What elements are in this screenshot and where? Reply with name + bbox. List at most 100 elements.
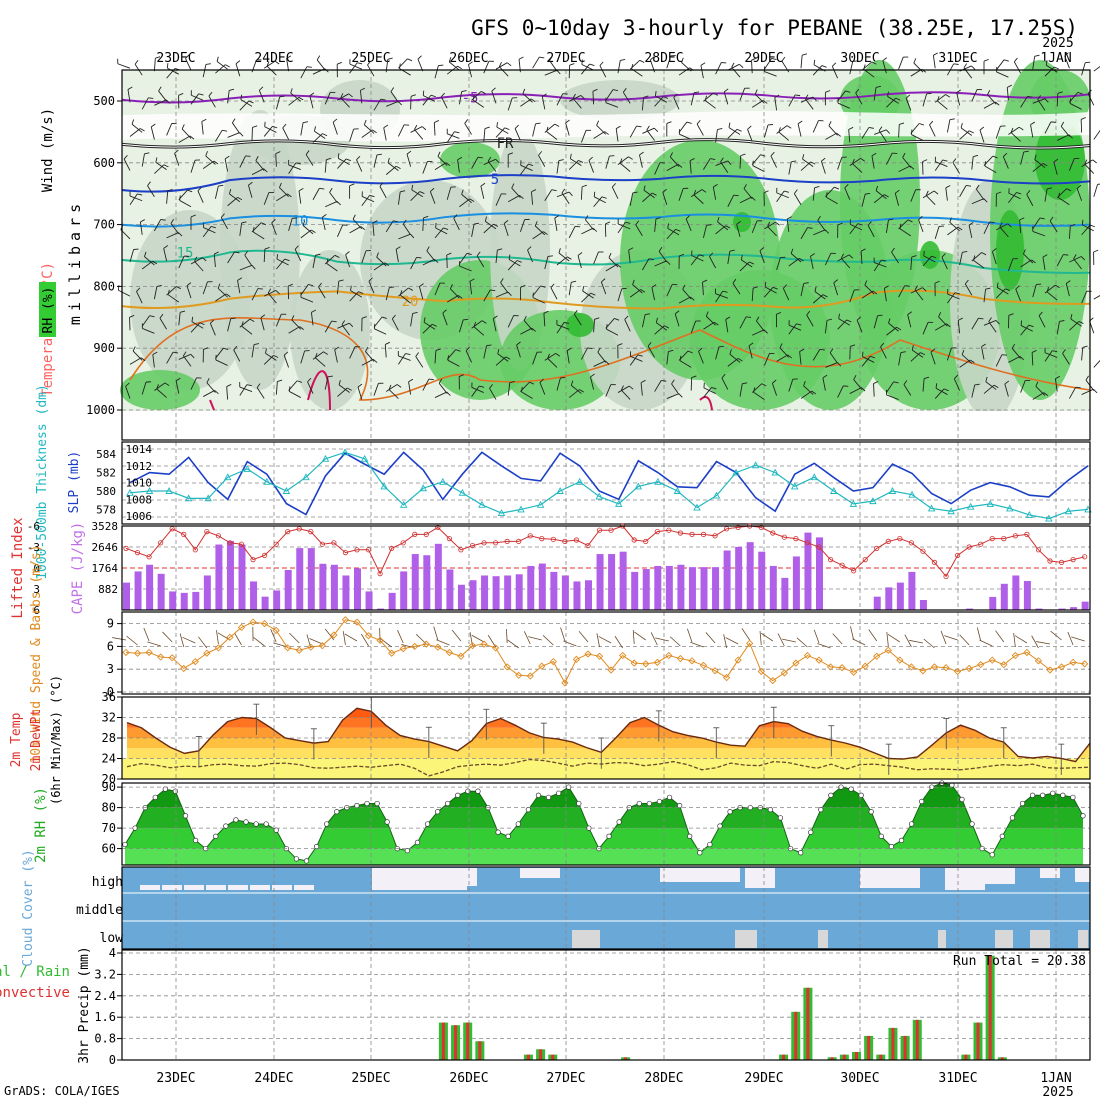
wind-barb-flag [1042, 254, 1048, 258]
wind-barb [996, 71, 1009, 78]
wind-barb [776, 190, 785, 202]
thickness-tick: 580 [96, 485, 116, 498]
wind-barb [437, 156, 448, 166]
wind-barb-flag [319, 187, 325, 190]
rh-legend-swatch [39, 282, 56, 337]
wind-barb-10m [451, 629, 462, 642]
wind-barb-10m [832, 633, 843, 645]
wind-barb [251, 288, 259, 301]
wind-barb [150, 126, 155, 140]
wind-barb [446, 131, 455, 143]
wind-barb-flag [266, 61, 270, 67]
precip-legend-conv: Convective [0, 985, 70, 1001]
wind-barb [856, 320, 863, 333]
wind-barb-flag [380, 98, 386, 101]
wind-barb [621, 389, 631, 400]
wind-barb-flag [178, 232, 183, 237]
wind-barb [678, 121, 688, 133]
wind-barb-flag [163, 245, 169, 249]
wind-barb-10m [528, 636, 542, 641]
wind-barb-flag [181, 124, 185, 130]
wind-barb [935, 387, 948, 395]
wind-barb-flag [900, 351, 906, 354]
rh-point [687, 833, 693, 839]
wind-barb-flag [443, 227, 449, 230]
temp-ylabel-temp: 2m Temp [9, 712, 24, 767]
wind-barb-flag [1031, 349, 1037, 353]
cape-bar [561, 575, 569, 610]
wind-barb [326, 263, 338, 272]
wind-barb-flag [606, 324, 608, 330]
wind-barb [263, 355, 274, 365]
wind-barb-flag [160, 219, 166, 221]
wind-barb-10m [253, 637, 265, 647]
wind-barb-flag [981, 343, 986, 348]
li-point [839, 562, 845, 568]
wind-barb [600, 281, 607, 295]
wind-barb-flag [882, 57, 888, 62]
wind-barb [215, 359, 228, 366]
cape-bar [492, 576, 500, 610]
wind-barb [241, 325, 253, 335]
cape-bar [677, 564, 685, 610]
wind-barb [934, 226, 940, 240]
wind-barb [581, 227, 594, 235]
wind-barb-flag [340, 93, 344, 99]
wind-barb-flag [871, 61, 877, 65]
wind-barb-flag [214, 390, 219, 395]
top-date-label: 1JAN [1040, 51, 1071, 66]
rh-point [414, 839, 421, 846]
wind-barb-flag [565, 119, 570, 124]
wind-barb-flag [295, 162, 301, 165]
wind-barb-flag [539, 56, 545, 59]
wind-barb-flag [1031, 259, 1036, 264]
wind-barb-flag [302, 220, 306, 226]
li-point [735, 524, 741, 531]
wind-barb-flag [237, 277, 243, 281]
wind-barb-flag [696, 119, 701, 125]
wind-barb-flag [860, 248, 866, 252]
wind-barb-10m [506, 628, 508, 644]
wind-barb-flag [804, 94, 809, 100]
li-point [250, 556, 256, 563]
precip-conv-bar [903, 1035, 907, 1060]
li-point [908, 540, 915, 546]
wind-barb [988, 321, 997, 333]
wind-barb [1082, 224, 1095, 232]
thickness-point [458, 488, 467, 496]
wind-barb-flag [410, 94, 416, 97]
isotherm-label: -5 [462, 90, 479, 106]
wind-barb [770, 155, 778, 168]
li-tick: -6 [27, 520, 40, 533]
wind-speed-point [1023, 648, 1031, 657]
wind-barb [352, 218, 363, 230]
wind-speed-point [468, 642, 477, 650]
wind-barb [258, 90, 265, 103]
wind-barb [913, 62, 924, 73]
li-point [504, 538, 510, 545]
wind-barb [276, 258, 289, 266]
wind-barb [349, 346, 356, 359]
wind-barb-10m [634, 631, 646, 641]
top-date-label: 23DEC [156, 51, 195, 66]
wind-barb [837, 319, 847, 330]
wind-barb [712, 186, 717, 200]
wind-barb [166, 351, 174, 364]
wind-barb-flag [218, 184, 224, 187]
wind-barb-flag [259, 86, 264, 91]
wind-barb-flag [713, 92, 718, 96]
wind-barb-flag [772, 379, 777, 384]
wind-barb-flag [275, 151, 281, 155]
wind-barb [741, 259, 753, 268]
wind-barb-flag [566, 347, 572, 351]
bottom-date-axis: 23DEC 24DEC 25DEC 26DEC 27DEC 28DEC 29DEC 30DEC… [156, 1071, 1071, 1086]
li-point [885, 538, 891, 545]
wind-barb-flag [674, 310, 680, 315]
isotherm-label: 15 [177, 245, 194, 261]
precip-conv-bar [891, 1027, 895, 1060]
wind-barb-flag [555, 352, 561, 357]
wind-barb [532, 56, 540, 69]
wind-barb-flag [582, 286, 585, 292]
rh-point [303, 858, 310, 864]
li-tick: 6 [33, 604, 40, 617]
